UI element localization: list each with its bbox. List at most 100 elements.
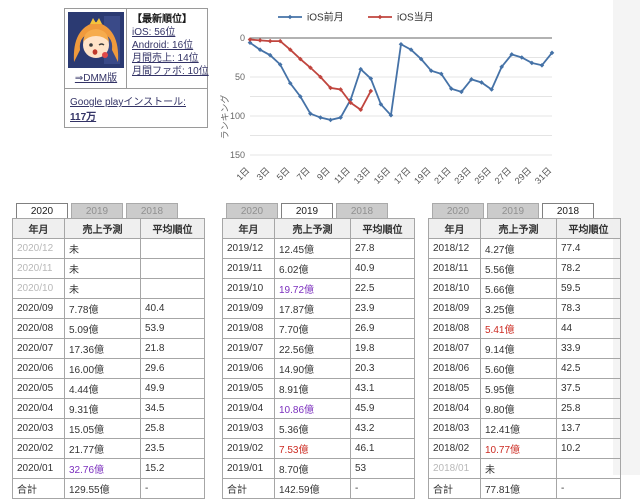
average-rank-cell: 78.2 xyxy=(556,258,621,279)
google-play-installs-link[interactable]: Google playインストール: 117万 xyxy=(70,97,186,123)
tab-2018[interactable]: 2018 xyxy=(336,203,388,218)
month-cell: 2018/05 xyxy=(428,378,481,399)
data-point-marker xyxy=(529,60,535,66)
table-row: 2019/03 5.36億 43.2 xyxy=(222,418,415,439)
table-row: 2020/09 7.78億 40.4 xyxy=(12,298,205,319)
column-header: 売上予測 xyxy=(480,218,557,239)
average-rank-cell: 25.8 xyxy=(556,398,621,419)
sales-forecast-cell: 15.05億 xyxy=(64,418,141,439)
table-row: 2018/06 5.60億 42.5 xyxy=(428,358,621,379)
table-row: 2020/03 15.05億 25.8 xyxy=(12,418,205,439)
tab-2020[interactable]: 2020 xyxy=(432,203,484,218)
monthly-favorite-rank-link[interactable]: 月間ファボ: 10位 xyxy=(132,66,209,77)
average-rank-cell: 43.2 xyxy=(350,418,415,439)
sales-forecast-cell: 4.44億 xyxy=(64,378,141,399)
y-axis-tick-label: 150 xyxy=(230,150,245,160)
x-axis-tick-label: 11日 xyxy=(332,165,352,185)
data-point-marker xyxy=(479,80,484,85)
sales-forecast-cell: 6.02億 xyxy=(274,258,351,279)
x-axis-tick-label: 31日 xyxy=(533,165,554,186)
table-row: 2020/12 未 xyxy=(12,238,205,259)
year-tabs: 2020 2019 2018 xyxy=(222,203,414,218)
y-axis-tick-label: 100 xyxy=(230,111,245,121)
data-point-marker xyxy=(348,100,353,106)
month-cell: 2018/01 xyxy=(428,458,481,479)
table-row: 2019/07 22.56億 19.8 xyxy=(222,338,415,359)
sales-forecast-cell: 8.70億 xyxy=(274,458,351,479)
data-point-marker xyxy=(377,14,383,20)
column-header: 平均順位 xyxy=(350,218,415,239)
daily-ranking-chart: 0 50 100 150 ランキング 1日 3日 5日 7日 9日 11日 13日 15日 17日 19日 2… xyxy=(219,2,566,198)
table-row: 2019/05 8.91億 43.1 xyxy=(222,378,415,399)
month-cell: 2020/03 xyxy=(12,418,65,439)
x-axis-tick-label: 21日 xyxy=(432,165,453,186)
total-rank-cell: - xyxy=(556,478,621,499)
monthly-sales-table: 年月 売上予測 平均順位 2018/12 4.27億 77.4 2018/11 5.56億 78… xyxy=(428,218,621,499)
average-rank-cell: 53 xyxy=(350,458,415,479)
average-rank-cell: 26.9 xyxy=(350,318,415,339)
tab-2020[interactable]: 2020 xyxy=(16,203,68,218)
month-cell: 2020/05 xyxy=(12,378,65,399)
month-cell: 2020/08 xyxy=(12,318,65,339)
month-cell: 2020/06 xyxy=(12,358,65,379)
data-point-marker xyxy=(509,52,515,57)
month-cell: 2018/10 xyxy=(428,278,481,299)
sales-forecast-cell: 7.53億 xyxy=(274,438,351,459)
table-row: 2020/07 17.36億 21.8 xyxy=(12,338,205,359)
data-point-marker xyxy=(267,38,273,44)
tab-2019[interactable]: 2019 xyxy=(71,203,123,218)
month-cell: 2019/02 xyxy=(222,438,275,459)
tab-2019[interactable]: 2019 xyxy=(281,203,333,218)
average-rank-cell: 53.9 xyxy=(140,318,205,339)
month-cell: 2018/11 xyxy=(428,258,481,279)
sales-forecast-cell: 9.14億 xyxy=(480,338,557,359)
tab-2020[interactable]: 2020 xyxy=(226,203,278,218)
dmm-version-link[interactable]: ⇒DMM版 xyxy=(74,73,118,84)
average-rank-cell xyxy=(140,258,205,279)
tab-2018[interactable]: 2018 xyxy=(542,203,594,218)
y-axis-title: ランキング xyxy=(220,95,230,140)
data-point-marker xyxy=(489,87,494,92)
x-axis-tick-label: 19日 xyxy=(412,165,433,186)
table-row: 2019/01 8.70億 53 xyxy=(222,458,415,479)
total-sales-cell: 77.81億 xyxy=(480,478,557,499)
table-row: 2020/01 32.76億 15.2 xyxy=(12,458,205,479)
sales-forecast-cell: 未 xyxy=(64,238,141,259)
average-rank-cell: 40.4 xyxy=(140,298,205,319)
column-header: 売上予測 xyxy=(274,218,351,239)
average-rank-cell: 34.5 xyxy=(140,398,205,419)
month-cell: 2019/08 xyxy=(222,318,275,339)
month-cell: 2020/07 xyxy=(12,338,65,359)
data-point-marker xyxy=(318,74,323,80)
average-rank-cell: 44 xyxy=(556,318,621,339)
month-cell: 2018/07 xyxy=(428,338,481,359)
month-cell: 2020/09 xyxy=(12,298,65,319)
header-row: 年月 売上予測 平均順位 xyxy=(12,218,205,239)
sales-forecast-cell: 5.56億 xyxy=(480,258,557,279)
table-row: 2019/06 14.90億 20.3 xyxy=(222,358,415,379)
data-point-marker xyxy=(348,97,353,102)
month-cell: 2019/06 xyxy=(222,358,275,379)
data-point-marker xyxy=(358,107,364,113)
data-point-marker xyxy=(247,40,253,45)
tab-2018[interactable]: 2018 xyxy=(126,203,178,218)
data-point-marker xyxy=(438,71,444,77)
sales-forecast-cell: 17.87億 xyxy=(274,298,351,319)
data-point-marker xyxy=(428,68,434,74)
table-row: 2020/05 4.44億 49.9 xyxy=(12,378,205,399)
tab-2019[interactable]: 2019 xyxy=(487,203,539,218)
month-cell: 2020/12 xyxy=(12,238,65,259)
x-axis-tick-label: 17日 xyxy=(392,165,413,186)
y-axis-tick-label: 0 xyxy=(240,33,245,43)
data-point-marker xyxy=(418,56,424,62)
android-rank-link[interactable]: Android: 16位 xyxy=(132,40,194,51)
column-header: 年月 xyxy=(428,218,481,239)
average-rank-cell: 40.9 xyxy=(350,258,415,279)
average-rank-cell: 19.8 xyxy=(350,338,415,359)
x-axis-tick-label: 23日 xyxy=(452,165,473,186)
ios-rank-link[interactable]: iOS: 56位 xyxy=(132,27,176,38)
monthly-sales-rank-link[interactable]: 月間売上: 14位 xyxy=(132,53,199,64)
table-row: 2018/09 3.25億 78.3 xyxy=(428,298,621,319)
total-label-cell: 合計 xyxy=(222,478,275,499)
data-point-marker xyxy=(408,47,414,52)
